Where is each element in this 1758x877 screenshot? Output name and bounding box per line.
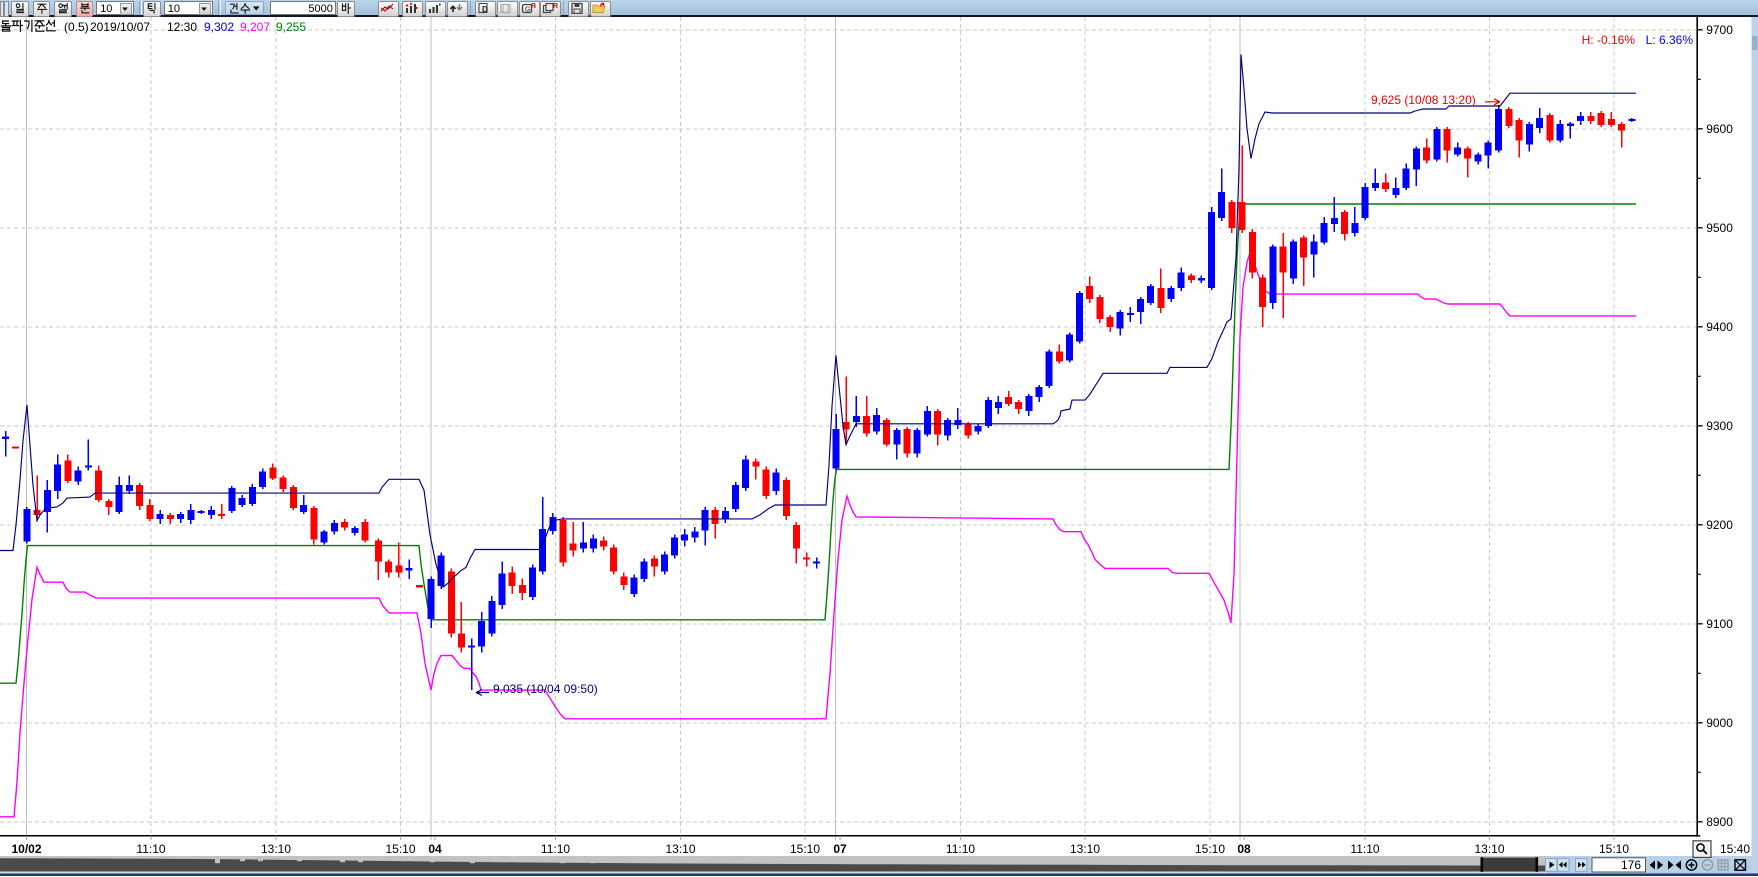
svg-text:8900: 8900 bbox=[1706, 815, 1733, 829]
svg-text:07: 07 bbox=[833, 842, 847, 856]
svg-text:9,255: 9,255 bbox=[276, 20, 306, 34]
svg-text:9300: 9300 bbox=[1706, 419, 1733, 433]
svg-text:13:10: 13:10 bbox=[665, 842, 695, 856]
svg-text:9,207: 9,207 bbox=[240, 20, 270, 34]
svg-text:9700: 9700 bbox=[1706, 23, 1733, 37]
svg-text:9400: 9400 bbox=[1706, 320, 1733, 334]
svg-text:08: 08 bbox=[1237, 842, 1251, 856]
svg-text:R: R bbox=[553, 3, 558, 10]
svg-text:L: 6.36%: L: 6.36% bbox=[1646, 33, 1694, 47]
svg-text:15:10: 15:10 bbox=[1599, 842, 1629, 856]
svg-text:9,035 (10/04 09:50): 9,035 (10/04 09:50) bbox=[493, 682, 598, 696]
svg-text:9,302: 9,302 bbox=[204, 20, 234, 34]
svg-text:R: R bbox=[531, 3, 536, 10]
svg-text:15:10: 15:10 bbox=[1195, 842, 1225, 856]
svg-text:(0.5): (0.5) bbox=[64, 20, 89, 34]
svg-text:15:10: 15:10 bbox=[790, 842, 820, 856]
svg-text:9500: 9500 bbox=[1706, 221, 1733, 235]
svg-text:11:10: 11:10 bbox=[1350, 842, 1379, 856]
svg-text:13:10: 13:10 bbox=[261, 842, 291, 856]
svg-text:04: 04 bbox=[428, 842, 442, 856]
svg-text:11:10: 11:10 bbox=[136, 842, 165, 856]
svg-text:176: 176 bbox=[1621, 858, 1641, 872]
svg-text:13:10: 13:10 bbox=[1474, 842, 1504, 856]
svg-text:9200: 9200 bbox=[1706, 518, 1733, 532]
svg-text:9100: 9100 bbox=[1706, 617, 1733, 631]
svg-text:11:10: 11:10 bbox=[541, 842, 570, 856]
svg-text:D: D bbox=[482, 5, 488, 14]
svg-text:9,625 (10/08 13:20): 9,625 (10/08 13:20) bbox=[1371, 93, 1476, 107]
svg-text:15:10: 15:10 bbox=[385, 842, 415, 856]
svg-text:15:40: 15:40 bbox=[1720, 842, 1750, 856]
svg-text:2019/10/07: 2019/10/07 bbox=[90, 20, 150, 34]
svg-text:H: -0.16%: H: -0.16% bbox=[1582, 33, 1636, 47]
svg-text:12:30: 12:30 bbox=[167, 20, 197, 34]
svg-text:13:10: 13:10 bbox=[1070, 842, 1100, 856]
svg-text:G: G bbox=[525, 7, 530, 14]
svg-text:9000: 9000 bbox=[1706, 716, 1733, 730]
svg-text:9600: 9600 bbox=[1706, 122, 1733, 136]
svg-text:11:10: 11:10 bbox=[946, 842, 975, 856]
svg-text:10/02: 10/02 bbox=[11, 842, 41, 856]
